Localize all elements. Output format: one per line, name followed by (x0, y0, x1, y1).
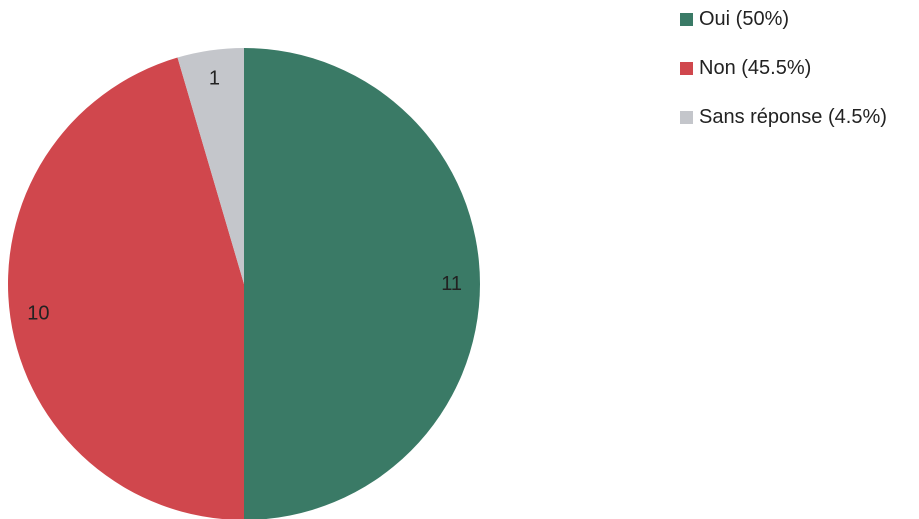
chart-legend: Oui (50%) Non (45.5%) Sans réponse (4.5%… (680, 6, 887, 153)
legend-item-sans-reponse: Sans réponse (4.5%) (680, 104, 887, 130)
legend-swatch-non (680, 61, 693, 75)
legend-label-sans-reponse: Sans réponse (4.5%) (699, 105, 887, 128)
legend-swatch-sans-reponse (680, 110, 693, 124)
legend-item-oui: Oui (50%) (680, 6, 887, 32)
pie-data-label-0: 11 (441, 273, 462, 295)
pie-data-label-2: 1 (209, 67, 220, 89)
pie-data-label-1: 10 (27, 303, 49, 325)
pie-data-labels: 11 10 1 (27, 67, 462, 324)
legend-label-oui: Oui (50%) (699, 7, 790, 30)
pie-slices (8, 48, 480, 519)
legend-swatch-oui (680, 12, 693, 26)
pie-slice-2 (177, 48, 244, 284)
pie-slice-0 (244, 48, 480, 519)
legend-label-non: Non (45.5%) (699, 56, 812, 79)
legend-item-non: Non (45.5%) (680, 55, 887, 81)
pie-slice-1 (8, 57, 244, 519)
